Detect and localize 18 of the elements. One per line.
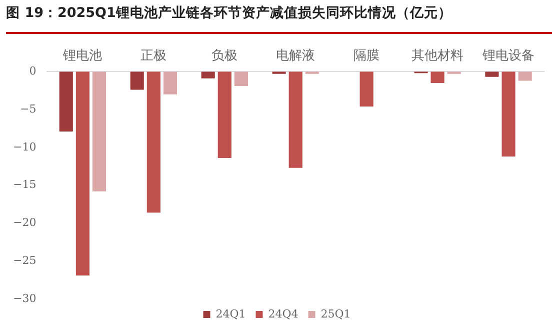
x-tick-label: 锂电设备 <box>482 47 535 62</box>
legend-label: 25Q1 <box>320 307 351 320</box>
x-tick-label: 其他材料 <box>412 47 464 62</box>
x-tick-label: 隔膜 <box>354 47 380 62</box>
y-tick-label: −30 <box>12 292 36 305</box>
x-tick-label: 电解液 <box>276 47 316 62</box>
y-tick-label: 0 <box>29 64 36 78</box>
legend-label: 24Q4 <box>268 307 298 320</box>
y-tick-label: −25 <box>12 254 36 267</box>
legend-label: 24Q1 <box>216 307 246 320</box>
x-tick-label: 正极 <box>140 47 167 62</box>
y-tick-label: −20 <box>12 216 36 230</box>
y-tick-label: −5 <box>20 102 36 116</box>
chart-title: 图 19：2025Q1锂电池产业链各环节资产减值损失同环比情况（亿元） <box>6 4 452 22</box>
y-tick-label: −15 <box>12 178 36 192</box>
x-tick-label: 锂电池 <box>62 47 102 62</box>
x-tick-label: 负极 <box>212 47 238 62</box>
y-tick-label: −10 <box>12 140 36 154</box>
